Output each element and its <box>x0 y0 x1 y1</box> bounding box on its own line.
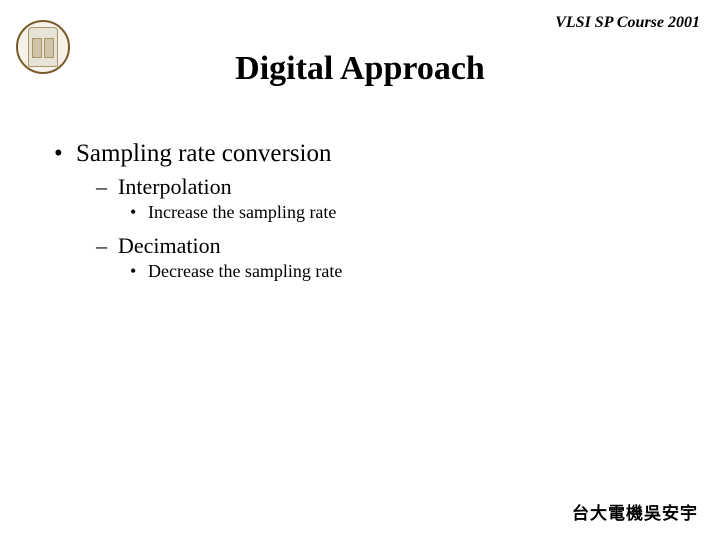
bullet-level3: Increase the sampling rate <box>126 202 680 223</box>
bullet-level3: Decrease the sampling rate <box>126 261 680 282</box>
bullet-level1: Sampling rate conversion <box>50 140 680 168</box>
bullet-level2-text: Decimation <box>118 233 221 258</box>
slide-title: Digital Approach <box>0 50 720 88</box>
slide-content: Sampling rate conversion Interpolation I… <box>50 140 680 292</box>
bullet-level2: Decimation <box>90 233 680 259</box>
footer-author: 台大電機吳安宇 <box>572 499 698 524</box>
bullet-level1-text: Sampling rate conversion <box>76 140 332 167</box>
course-header: VLSI SP Course 2001 <box>555 14 700 32</box>
bullet-level3-text: Increase the sampling rate <box>148 202 336 222</box>
bullet-level2: Interpolation <box>90 174 680 200</box>
bullet-level3-text: Decrease the sampling rate <box>148 261 342 281</box>
bullet-level2-text: Interpolation <box>118 174 232 199</box>
